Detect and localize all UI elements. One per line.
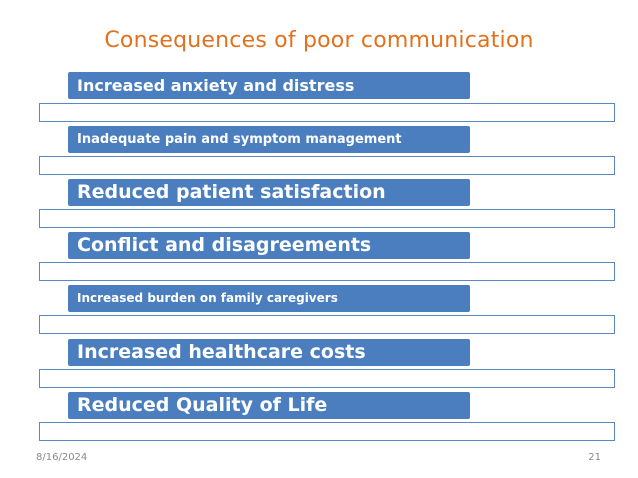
consequence-item-conflict: Conflict and disagreements	[68, 232, 470, 259]
consequence-text-box	[39, 315, 615, 334]
consequence-item-patient-satisfaction: Reduced patient satisfaction	[68, 179, 470, 206]
consequence-text-box	[39, 262, 615, 281]
page-number: 21	[588, 452, 601, 463]
consequence-item-healthcare-costs: Increased healthcare costs	[68, 339, 470, 366]
consequence-item-quality-of-life: Reduced Quality of Life	[68, 392, 470, 419]
consequence-item-anxiety: Increased anxiety and distress	[68, 72, 470, 99]
footer-date: 8/16/2024	[36, 452, 88, 463]
consequence-text-box	[39, 103, 615, 122]
slide-title: Consequences of poor communication	[104, 28, 534, 53]
consequence-text-box	[39, 209, 615, 228]
consequence-text-box	[39, 156, 615, 175]
consequence-text-box	[39, 369, 615, 388]
consequence-item-caregiver-burden: Increased burden on family caregivers	[68, 285, 470, 312]
consequence-text-box	[39, 422, 615, 441]
consequence-item-pain-management: Inadequate pain and symptom management	[68, 126, 470, 153]
